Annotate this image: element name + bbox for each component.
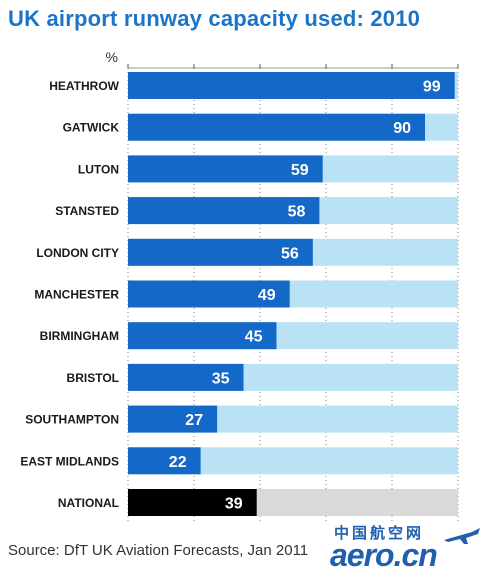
bar — [128, 113, 425, 141]
bar — [128, 405, 218, 433]
category-label: EAST MIDLANDS — [20, 454, 119, 468]
chart-title: UK airport runway capacity used: 2010 — [8, 6, 421, 31]
data-label: 59 — [291, 162, 309, 179]
bar — [128, 489, 257, 516]
watermark-latin-text: aero.cn — [330, 537, 438, 573]
bar-chart: % HEATHROW 99 GATWICK 90 LUTON 59 STANSTED 58 LON… — [20, 49, 459, 522]
bar — [128, 238, 313, 266]
data-label: 39 — [225, 496, 243, 513]
category-label: HEATHROW — [49, 79, 119, 93]
category-label: GATWICK — [63, 121, 120, 135]
bar — [128, 72, 455, 99]
category-label: STANSTED — [55, 204, 119, 218]
category-label: SOUTHAMPTON — [25, 413, 119, 427]
data-label: 58 — [288, 204, 306, 221]
data-label: 90 — [393, 120, 411, 137]
bar — [128, 363, 244, 391]
category-label: NATIONAL — [58, 496, 119, 510]
bar — [128, 155, 323, 183]
unit-label: % — [106, 49, 118, 65]
category-label: BRISTOL — [67, 371, 119, 385]
data-label: 35 — [212, 370, 230, 387]
data-label: 56 — [281, 245, 299, 262]
aero-cn-watermark-logo: 中国航空网 aero.cn — [330, 522, 485, 574]
data-label: 49 — [258, 287, 276, 304]
data-label: 22 — [169, 454, 187, 471]
watermark-chinese-text: 中国航空网 — [334, 524, 425, 542]
data-label: 45 — [245, 329, 263, 346]
bar — [128, 197, 320, 225]
category-label: MANCHESTER — [34, 288, 119, 302]
bar — [128, 280, 290, 308]
data-label: 27 — [185, 412, 203, 429]
category-label: LONDON CITY — [36, 246, 119, 260]
data-label: 99 — [423, 79, 441, 96]
bar — [128, 322, 277, 350]
bar — [128, 447, 201, 475]
airplane-icon — [444, 528, 480, 544]
category-label: BIRMINGHAM — [40, 329, 119, 343]
source-note: Source: DfT UK Aviation Forecasts, Jan 2… — [8, 542, 309, 559]
category-label: LUTON — [78, 162, 119, 176]
